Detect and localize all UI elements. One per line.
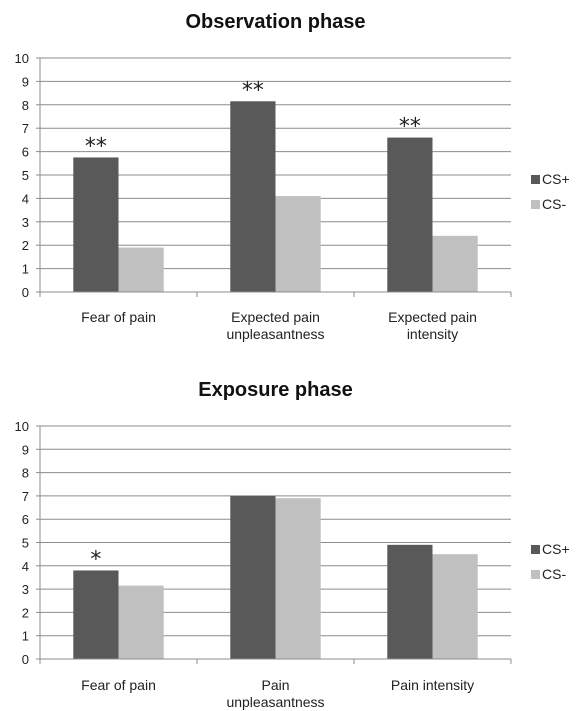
bar-cs-minus [275, 498, 321, 659]
bar-cs-minus [432, 554, 478, 659]
category-label-line: unpleasantness [226, 694, 324, 710]
y-tick-label: 0 [22, 285, 29, 300]
significance-marker: ** [85, 134, 107, 159]
legend-label: CS- [542, 566, 566, 582]
category-label: Fear of pain [81, 677, 156, 693]
category-label-line: Expected pain [388, 309, 477, 325]
bar-cs-minus [118, 247, 164, 292]
y-tick-label: 4 [22, 191, 29, 206]
y-tick-label: 3 [22, 582, 29, 597]
chart-2: Exposure phase 0 1 2 3 4 5 6 7 8 9 10 * Fear of pain P… [15, 379, 570, 710]
legend-label: CS+ [542, 541, 570, 557]
y-tick-label: 3 [22, 215, 29, 230]
category-label-line: Expected pain [231, 309, 320, 325]
category-label: Pain intensity [391, 677, 474, 693]
y-tick-label: 2 [22, 605, 29, 620]
category-label: Pain unpleasantness [226, 677, 324, 710]
category-label: Expected pain unpleasantness [226, 309, 324, 342]
legend-label: CS- [542, 196, 566, 212]
y-tick-label: 4 [22, 559, 29, 574]
legend-swatch [531, 570, 540, 579]
y-tick-label: 6 [22, 512, 29, 527]
y-tick-label: 7 [22, 121, 29, 136]
y-tick-label: 9 [22, 442, 29, 457]
bar-cs-plus [230, 495, 276, 659]
category-label-line: intensity [407, 326, 458, 342]
legend-label: CS+ [542, 171, 570, 187]
bar-cs-plus [230, 101, 276, 292]
y-tick-label: 8 [22, 98, 29, 113]
category-label-line: Fear of pain [81, 309, 156, 325]
y-tick-label: 6 [22, 145, 29, 160]
chart-title: Observation phase [185, 11, 365, 33]
significance-marker: * [90, 547, 101, 572]
chart-1: Observation phase 0 1 2 3 4 5 6 7 8 9 10 ** Fear of p… [15, 11, 570, 342]
bar-cs-plus [387, 544, 433, 659]
bar-cs-minus [432, 235, 478, 292]
chart-title: Exposure phase [198, 379, 353, 401]
bar-cs-plus [73, 570, 119, 659]
category-label: Expected pain intensity [388, 309, 477, 342]
y-tick-label: 5 [22, 536, 29, 551]
legend-swatch [531, 545, 540, 554]
significance-marker: ** [242, 78, 264, 103]
significance-marker: ** [399, 115, 421, 140]
category-label-line: Fear of pain [81, 677, 156, 693]
legend-swatch [531, 175, 540, 184]
category-label: Fear of pain [81, 309, 156, 325]
bar-cs-minus [118, 585, 164, 659]
y-tick-label: 1 [22, 262, 29, 277]
y-tick-label: 2 [22, 238, 29, 253]
y-tick-label: 8 [22, 466, 29, 481]
category-label-line: Pain intensity [391, 677, 474, 693]
y-tick-label: 1 [22, 629, 29, 644]
legend: CS+ CS- [531, 171, 570, 212]
y-tick-label: 9 [22, 74, 29, 89]
y-tick-label: 7 [22, 489, 29, 504]
category-label-line: Pain [261, 677, 289, 693]
y-tick-label: 5 [22, 168, 29, 183]
legend-swatch [531, 200, 540, 209]
y-tick-label: 10 [15, 419, 29, 434]
y-tick-label: 0 [22, 652, 29, 667]
bar-cs-minus [275, 196, 321, 292]
bar-cs-plus [73, 157, 119, 292]
category-label-line: unpleasantness [226, 326, 324, 342]
bar-cs-plus [387, 137, 433, 292]
legend: CS+ CS- [531, 541, 570, 582]
y-tick-label: 10 [15, 51, 29, 66]
